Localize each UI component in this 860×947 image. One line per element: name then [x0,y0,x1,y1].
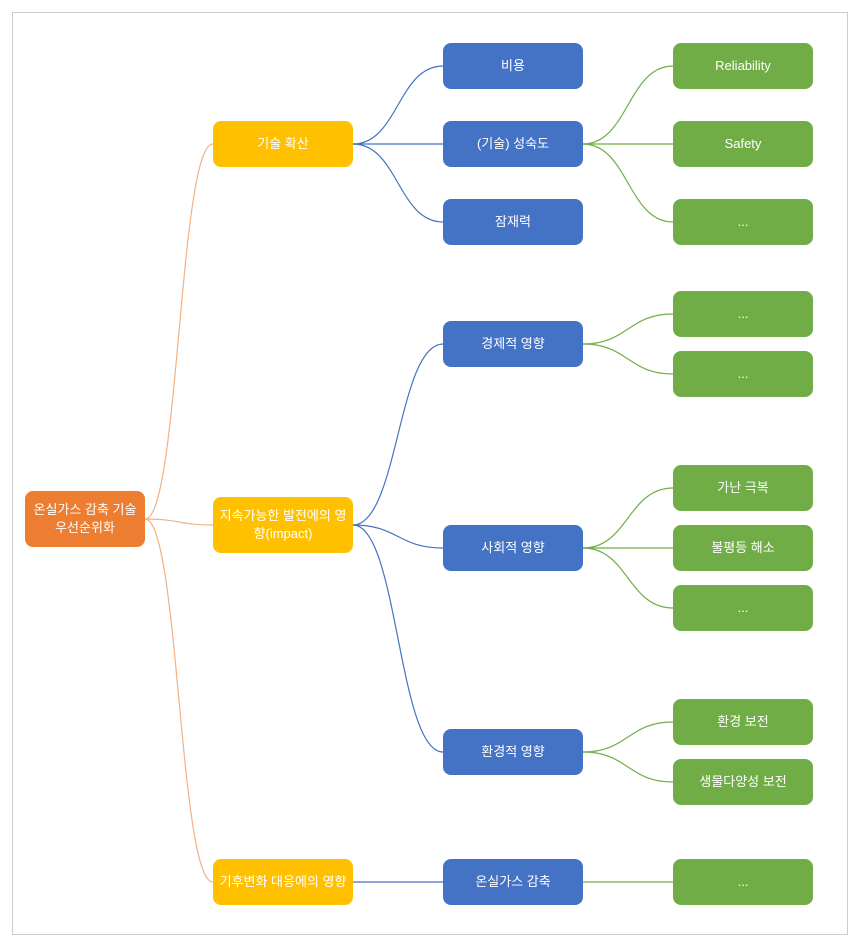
tree-node-c7: 불평등 해소 [673,525,813,571]
tree-node-c2: Safety [673,121,813,167]
tree-node-b1: 비용 [443,43,583,89]
tree-edge [583,548,673,608]
tree-node-b5: 사회적 영향 [443,525,583,571]
tree-node-c5: ... [673,351,813,397]
tree-edge [583,144,673,222]
tree-node-label: 온실가스 감축 [475,873,550,891]
tree-node-label: 잠재력 [495,213,531,231]
tree-node-c4: ... [673,291,813,337]
tree-node-c10: 생물다양성 보전 [673,759,813,805]
tree-node-label: ... [738,213,749,231]
tree-node-label: 불평등 해소 [711,539,774,557]
tree-node-label: 비용 [501,57,525,75]
tree-node-label: ... [738,305,749,323]
tree-node-label: (기술) 성숙도 [477,135,549,153]
tree-node-label: 지속가능한 발전에의 영향(impact) [219,507,347,542]
tree-node-label: 가난 극복 [717,479,768,497]
tree-node-label: 사회적 영향 [481,539,544,557]
tree-node-c8: ... [673,585,813,631]
tree-node-label: ... [738,365,749,383]
tree-node-c3: ... [673,199,813,245]
tree-canvas: 온실가스 감축 기술 우선순위화 기술 확산지속가능한 발전에의 영향(impac… [12,12,848,935]
tree-node-label: 기술 확산 [257,135,308,153]
tree-node-label: 경제적 영향 [481,335,544,353]
tree-edge [353,525,443,548]
tree-node-b4: 경제적 영향 [443,321,583,367]
tree-node-label: 기후변화 대응에의 영향 [220,873,347,891]
tree-edge [583,722,673,752]
tree-edge [583,488,673,548]
tree-edge [583,66,673,144]
tree-edge [145,519,213,525]
tree-node-label: ... [738,599,749,617]
tree-node-c9: 환경 보전 [673,699,813,745]
tree-node-label: 환경적 영향 [481,743,544,761]
tree-node-label: 생물다양성 보전 [699,773,786,791]
tree-edge [583,752,673,782]
tree-edge [583,314,673,344]
tree-node-b2: (기술) 성숙도 [443,121,583,167]
tree-node-c6: 가난 극복 [673,465,813,511]
tree-node-c11: ... [673,859,813,905]
tree-edge [583,344,673,374]
tree-node-b6: 환경적 영향 [443,729,583,775]
tree-node-root: 온실가스 감축 기술 우선순위화 [25,491,145,547]
tree-node-a2: 지속가능한 발전에의 영향(impact) [213,497,353,553]
tree-edge [353,144,443,222]
tree-edge [353,525,443,752]
tree-node-label: Reliability [715,57,771,75]
tree-node-b3: 잠재력 [443,199,583,245]
tree-edge [145,144,213,519]
tree-node-label: 환경 보전 [717,713,768,731]
tree-node-label: ... [738,873,749,891]
tree-node-c1: Reliability [673,43,813,89]
tree-edge [353,344,443,525]
tree-node-b7: 온실가스 감축 [443,859,583,905]
tree-edge [145,519,213,882]
tree-edge [353,66,443,144]
tree-node-label: 온실가스 감축 기술 우선순위화 [31,501,139,536]
tree-node-label: Safety [725,135,762,153]
tree-node-a3: 기후변화 대응에의 영향 [213,859,353,905]
tree-node-a1: 기술 확산 [213,121,353,167]
